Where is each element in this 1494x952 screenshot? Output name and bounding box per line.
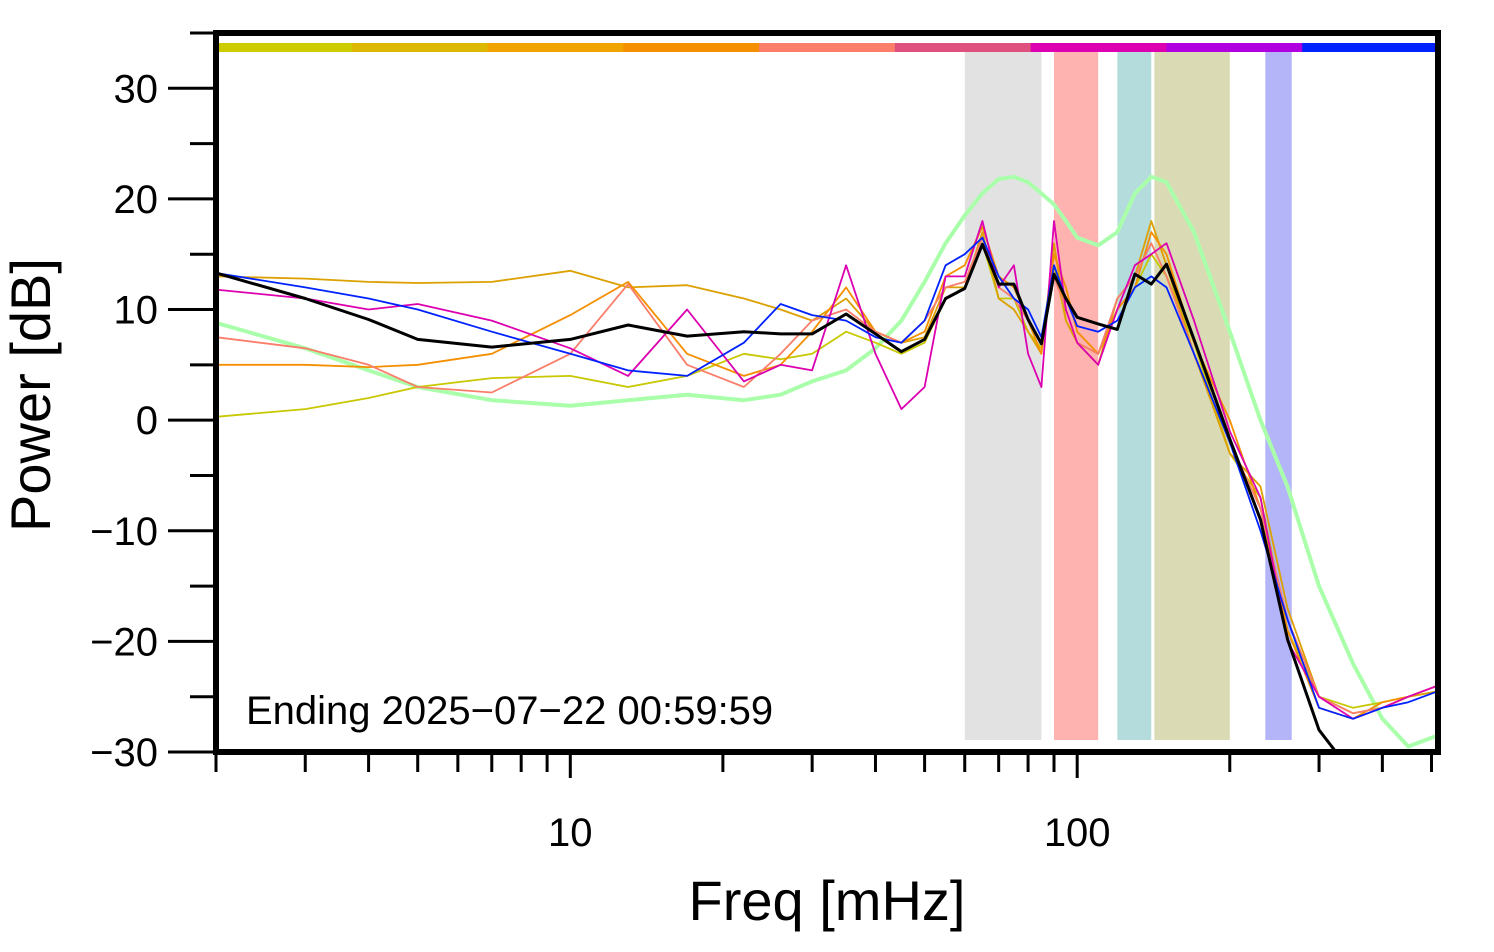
bands: [964, 52, 1292, 740]
annotation: Ending 2025−07−22 00:59:59: [246, 689, 773, 733]
series-line: [216, 174, 1438, 749]
x-tick-label: 10: [548, 811, 593, 855]
x-axis-label: Freq [mHz]: [689, 869, 966, 932]
color-bar-segment: [216, 43, 353, 52]
axes: −30 −20 −10 0 10 20 30 10 100: [90, 31, 1439, 855]
color-bar-segment: [894, 43, 1032, 52]
series-line: [216, 236, 1438, 720]
y-axis-label: Power [dB]: [0, 258, 62, 532]
band: [1154, 52, 1230, 740]
band: [964, 52, 1042, 740]
band: [1053, 52, 1099, 740]
frame: [213, 30, 1441, 755]
series-line: [216, 220, 1438, 715]
x-tick-label: 100: [1044, 811, 1111, 855]
color-bar-segment: [487, 43, 624, 52]
color-bar-segment: [759, 43, 896, 52]
series-line: [216, 225, 1438, 720]
color-bar-segment: [351, 43, 489, 52]
series-line: [216, 236, 1438, 715]
color-bar-segment: [1030, 43, 1167, 52]
lines: [216, 174, 1438, 752]
y-tick-label: 10: [114, 289, 159, 333]
series-line: [216, 220, 1438, 720]
y-tick-label: 30: [114, 67, 159, 111]
y-tick-label: 20: [114, 178, 159, 222]
y-tick-label: −20: [90, 620, 158, 664]
color-bar-segment: [1166, 43, 1303, 52]
color-bar-segment: [1302, 43, 1439, 52]
band: [1117, 52, 1152, 740]
y-tick-label: −10: [90, 510, 158, 554]
y-tick-label: −30: [90, 731, 158, 775]
y-tick-label: 0: [136, 399, 158, 443]
color-bar-segment: [623, 43, 760, 52]
series-line: [216, 242, 1338, 752]
